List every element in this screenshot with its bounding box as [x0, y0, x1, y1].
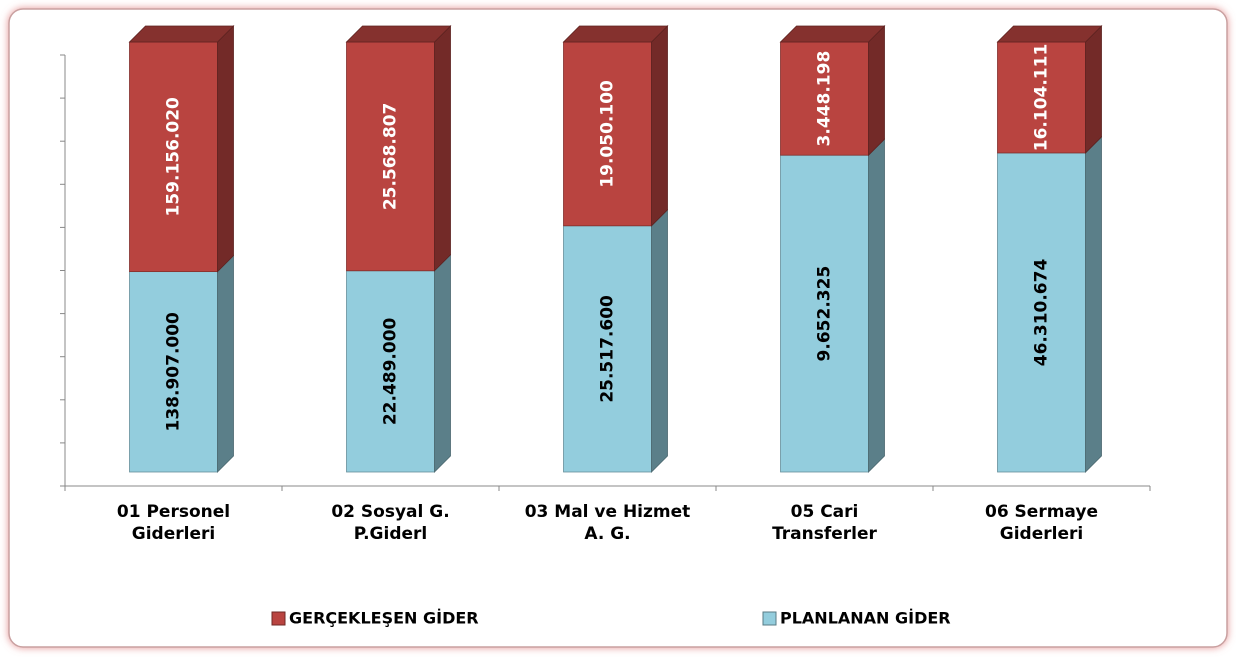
bar-side — [1085, 135, 1102, 473]
value-label: 138.907.000 — [164, 312, 184, 432]
value-label: 46.310.674 — [1032, 259, 1052, 367]
value-label: 159.156.020 — [164, 97, 184, 217]
legend-label: GERÇEKLEŞEN GİDER — [289, 609, 479, 628]
value-label: 25.517.600 — [598, 295, 618, 403]
bar-side — [868, 25, 885, 157]
bar-side — [217, 25, 234, 273]
legend-swatch — [271, 611, 286, 626]
bar-segment — [997, 41, 1086, 154]
value-label: 3.448.198 — [815, 51, 835, 147]
bar-side — [1085, 25, 1102, 154]
x-tick-label: 03 Mal ve Hizmet A. G. — [525, 502, 691, 544]
bar-top — [996, 25, 1103, 43]
bar-top — [128, 25, 235, 43]
value-label: 9.652.325 — [815, 266, 835, 362]
bar-segment — [780, 41, 869, 156]
bar-side — [651, 208, 668, 473]
bar-segment — [346, 41, 435, 272]
x-tick-label: 02 Sosyal G. P.Giderl — [331, 502, 449, 544]
x-tick-label: 06 Sermaye Giderleri — [985, 502, 1098, 544]
bar-side — [217, 254, 234, 473]
bar-side — [868, 138, 885, 473]
bar-side — [651, 25, 668, 227]
legend-swatch — [762, 611, 777, 626]
bar-segment — [563, 225, 652, 473]
value-label: 16.104.111 — [1032, 44, 1052, 152]
bar-segment — [997, 152, 1086, 473]
x-tick-label: 05 Cari Transferler — [772, 502, 877, 544]
bar-top — [779, 25, 886, 43]
bar-segment — [129, 271, 218, 473]
bar-side — [434, 25, 451, 272]
bar-top — [562, 25, 669, 43]
bar-segment — [563, 41, 652, 227]
value-label: 25.568.807 — [381, 103, 401, 211]
bar-segment — [780, 154, 869, 473]
bar-top — [345, 25, 452, 43]
x-tick-label: 01 Personel Giderleri — [117, 502, 230, 544]
legend-label: PLANLANAN GİDER — [780, 609, 951, 628]
bar-segment — [129, 41, 218, 273]
value-label: 22.489.000 — [381, 317, 401, 425]
bar-side — [434, 253, 451, 473]
value-label: 19.050.100 — [598, 80, 618, 188]
